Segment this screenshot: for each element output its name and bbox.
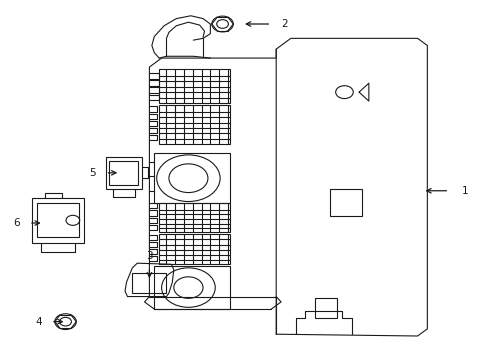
Text: 1: 1 [461,186,467,196]
Bar [159,105,229,144]
Bar [315,298,336,318]
Text: 6: 6 [14,218,20,228]
Bar [154,153,229,203]
Text: 4: 4 [36,317,42,327]
Bar [159,69,229,103]
Bar [32,198,83,243]
Text: 2: 2 [281,19,287,29]
Bar [132,273,165,293]
Bar [37,203,79,237]
Bar [159,203,229,232]
Bar [154,266,229,309]
Bar [109,161,138,185]
Bar [159,234,229,264]
Text: 5: 5 [89,168,96,178]
Bar [105,157,142,189]
Bar [329,189,361,216]
Text: 3: 3 [146,251,152,261]
